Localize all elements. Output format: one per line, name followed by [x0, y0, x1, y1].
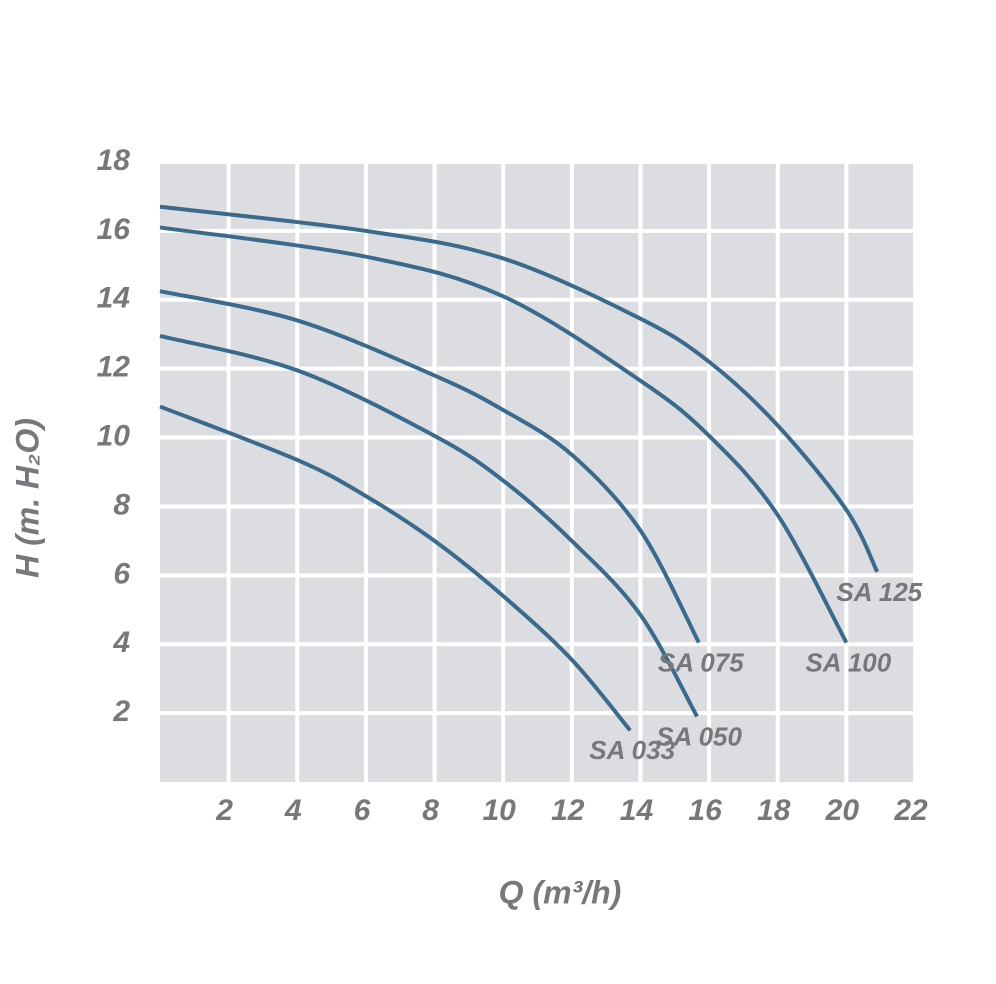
curve-label: SA 033: [589, 735, 675, 765]
x-tick-label: 10: [482, 794, 516, 827]
y-tick-label: 10: [97, 419, 131, 452]
y-tick-label: 6: [113, 557, 130, 590]
y-tick-label: 4: [112, 626, 130, 659]
x-tick-label: 16: [688, 794, 722, 827]
curve-label: SA 125: [836, 577, 922, 607]
pump-curve: [159, 289, 701, 644]
x-axis-label: Q (m³/h): [499, 874, 622, 910]
x-tick-label: 12: [551, 794, 585, 827]
x-tick-label: 14: [620, 794, 654, 827]
curve-label: SA 050: [656, 721, 742, 751]
y-tick-label: 14: [97, 282, 131, 315]
pump-curve: [159, 404, 632, 732]
x-tick-label: 2: [215, 794, 233, 827]
pump-curve: [159, 204, 880, 573]
curve-label: SA 100: [805, 647, 891, 677]
y-axis-label: H (m. H₂O): [9, 418, 45, 578]
x-tick-label: 18: [757, 794, 791, 827]
y-tick-label: 8: [113, 488, 130, 521]
grid: [160, 160, 917, 782]
x-tick-label: 22: [893, 794, 928, 827]
y-tick-label: 18: [97, 144, 131, 177]
pump-curve: [159, 334, 699, 718]
pump-curve: [159, 225, 849, 644]
plot-area: [160, 162, 915, 782]
curve-label: SA 075: [658, 647, 744, 677]
x-tick-label: 4: [284, 794, 302, 827]
y-tick-label: 12: [97, 351, 131, 384]
x-tick-label: 6: [354, 794, 371, 827]
y-tick-label: 2: [112, 695, 130, 728]
x-tick-label: 8: [422, 794, 439, 827]
x-tick-label: 20: [825, 794, 860, 827]
labels: 2 4 6 8 10 12 14 16 18 2 4 6 8 10 12 14 16 18 20 22 SA 125 SA…: [97, 144, 928, 827]
y-tick-label: 16: [97, 213, 131, 246]
curves: [159, 204, 880, 732]
